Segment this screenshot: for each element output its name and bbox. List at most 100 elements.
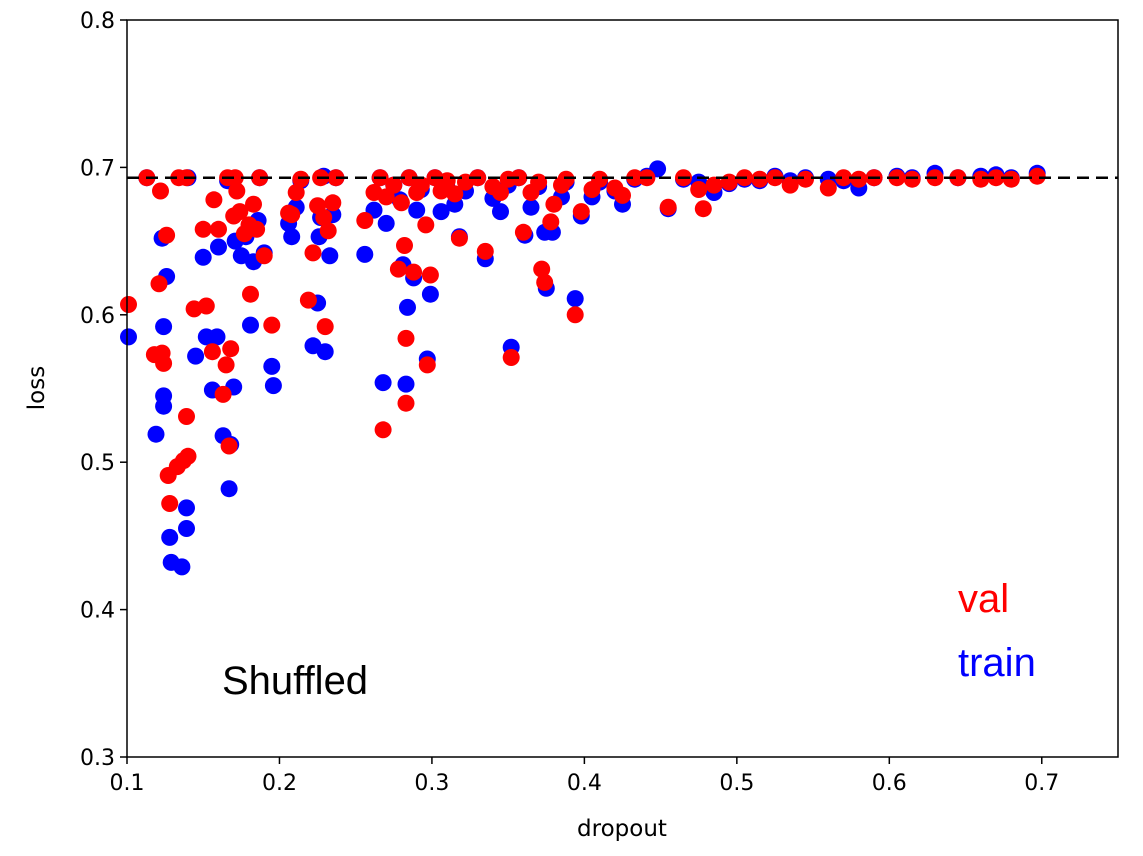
val-point xyxy=(242,285,259,303)
val-point xyxy=(566,306,584,324)
val-point xyxy=(210,220,227,238)
val-point xyxy=(304,244,322,262)
val-point xyxy=(405,263,423,281)
val-point xyxy=(287,184,305,201)
x-tick-label: 0.6 xyxy=(872,771,907,796)
val-point xyxy=(315,209,333,226)
y-tick-label: 0.7 xyxy=(80,156,115,181)
val-point xyxy=(514,223,532,241)
val-point xyxy=(197,297,215,315)
val-point xyxy=(572,203,590,221)
val-point xyxy=(396,237,413,254)
val-point xyxy=(492,184,509,201)
train-point xyxy=(399,298,416,316)
val-point xyxy=(438,172,456,190)
val-point xyxy=(536,273,554,291)
panel-annotation-shuffled: Shuffled xyxy=(222,659,368,703)
train-point xyxy=(220,480,238,498)
val-point xyxy=(356,212,374,229)
plot-frame xyxy=(126,19,1119,758)
val-point xyxy=(120,296,137,313)
train-point xyxy=(264,377,282,395)
val-point xyxy=(397,394,415,412)
val-point xyxy=(263,316,281,334)
val-point xyxy=(705,176,723,194)
legend-label-val: val xyxy=(958,577,1009,621)
val-point xyxy=(299,291,317,309)
x-tick-label: 0.3 xyxy=(414,771,449,796)
val-point xyxy=(421,266,439,284)
train-point xyxy=(155,318,173,336)
train-point xyxy=(492,203,509,221)
val-point xyxy=(226,169,244,187)
val-point xyxy=(542,213,560,231)
val-point xyxy=(161,495,179,512)
y-tick-label: 0.4 xyxy=(80,599,115,624)
val-point xyxy=(179,447,197,465)
val-point xyxy=(1002,170,1020,188)
val-point xyxy=(530,173,548,191)
train-point xyxy=(377,214,395,232)
val-point xyxy=(626,169,644,187)
val-point xyxy=(152,182,169,200)
val-point xyxy=(694,200,712,218)
val-point xyxy=(781,176,799,194)
val-point xyxy=(194,220,212,238)
val-point xyxy=(283,206,301,224)
train-point xyxy=(178,499,195,517)
val-point xyxy=(591,170,609,188)
val-point xyxy=(178,408,195,425)
val-point xyxy=(231,203,249,221)
val-point xyxy=(533,260,551,278)
train-point xyxy=(408,201,426,219)
x-tick-label: 0.5 xyxy=(719,771,754,796)
legend-label-train: train xyxy=(958,641,1036,685)
y-tick-label: 0.6 xyxy=(80,304,115,329)
val-point xyxy=(412,176,430,194)
val-point xyxy=(450,229,468,247)
train-point xyxy=(356,245,374,263)
val-point xyxy=(502,349,520,366)
y-axis-label: loss xyxy=(24,366,50,410)
y-tick-label: 0.3 xyxy=(80,746,115,771)
train-point xyxy=(374,374,392,392)
val-point xyxy=(835,169,853,187)
val-point xyxy=(214,385,232,403)
val-point xyxy=(819,179,837,197)
val-point xyxy=(374,421,392,439)
train-point xyxy=(194,248,212,266)
x-tick-label: 0.2 xyxy=(262,771,297,796)
val-point xyxy=(228,182,246,200)
train-point xyxy=(155,387,173,405)
train-point xyxy=(187,347,205,365)
val-point xyxy=(972,170,990,188)
x-tick-label: 0.1 xyxy=(110,771,145,796)
y-tick-label: 0.5 xyxy=(80,451,115,476)
val-point xyxy=(690,181,708,198)
val-point xyxy=(751,170,769,188)
x-tick-label: 0.7 xyxy=(1024,771,1059,796)
x-axis-label: dropout xyxy=(577,816,667,842)
train-point xyxy=(321,247,339,265)
val-point xyxy=(903,170,921,188)
train-point xyxy=(397,375,415,393)
val-point xyxy=(327,169,345,187)
train-point xyxy=(522,198,540,216)
val-point xyxy=(220,437,238,455)
val-point xyxy=(203,343,221,361)
val-point xyxy=(324,194,342,212)
val-point xyxy=(316,318,334,336)
train-point xyxy=(242,316,259,334)
val-point xyxy=(155,354,173,372)
val-point xyxy=(158,226,176,244)
val-point xyxy=(720,173,738,191)
train-point xyxy=(421,285,439,303)
val-point xyxy=(557,170,575,188)
val-point xyxy=(1028,167,1046,185)
val-point xyxy=(217,356,235,374)
val-point xyxy=(850,170,868,188)
val-point xyxy=(255,247,273,265)
train-point xyxy=(263,357,281,375)
val-point xyxy=(205,191,223,209)
